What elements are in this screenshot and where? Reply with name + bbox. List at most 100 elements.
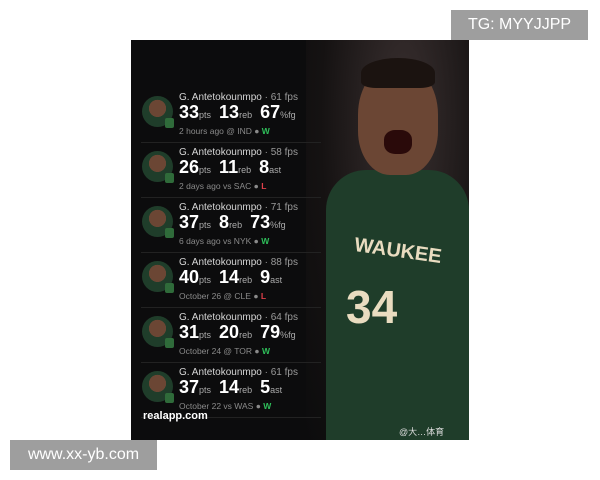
stat-2: 13 xyxy=(219,102,240,122)
stat-3: 5 xyxy=(260,377,271,397)
player-name: G. Antetokounmpo · 88 fps xyxy=(179,257,298,268)
name: G. Antetokounmpo xyxy=(179,202,262,213)
result-badge: W xyxy=(261,126,270,136)
game-time: October 26 @ CLE xyxy=(179,291,251,301)
stat-line: 26pts 11reb 8ast xyxy=(179,157,289,178)
stat-3: 67 xyxy=(260,102,281,122)
game-meta: October 22 vs WAS ● W xyxy=(179,401,271,411)
stat-1-label: pts xyxy=(199,110,212,120)
fps: · 64 fps xyxy=(264,312,298,323)
stat-1-label: pts xyxy=(199,330,212,340)
stat-3: 79 xyxy=(260,322,281,342)
fps: · 61 fps xyxy=(264,367,298,378)
fps: · 88 fps xyxy=(264,257,298,268)
stat-2: 14 xyxy=(219,267,240,287)
team-logo-icon: ● xyxy=(253,181,259,191)
jersey-text: WAUKEE xyxy=(352,234,443,269)
stats-graphic: WAUKEE 34 G. Antetokounmpo · 61 fps 33pt… xyxy=(131,40,469,440)
game-time: October 24 @ TOR xyxy=(179,346,253,356)
stat-3-label: ast xyxy=(270,275,283,285)
stat-3-label: %fg xyxy=(280,110,296,120)
stat-line: 40pts 14reb 9ast xyxy=(179,267,290,288)
game-time: October 22 vs WAS xyxy=(179,401,254,411)
stat-line: 31pts 20reb 79%fg xyxy=(179,322,304,343)
game-time: 2 hours ago @ IND xyxy=(179,126,252,136)
stat-3: 73 xyxy=(250,212,271,232)
fps: · 58 fps xyxy=(264,147,298,158)
stat-2-label: reb xyxy=(239,385,253,395)
result-badge: W xyxy=(261,236,270,246)
team-logo-icon: ● xyxy=(253,236,259,246)
stat-2-label: reb xyxy=(239,330,253,340)
game-card: G. Antetokounmpo · 88 fps 40pts 14reb 9ast… xyxy=(141,253,321,308)
website-watermark: www.xx-yb.com xyxy=(10,440,157,470)
stat-2: 11 xyxy=(219,157,239,177)
result-badge: L xyxy=(260,291,267,301)
player-hair xyxy=(361,58,435,88)
result-badge: W xyxy=(261,346,270,356)
game-meta: 2 hours ago @ IND ● W xyxy=(179,126,270,136)
stat-1-label: pts xyxy=(199,220,212,230)
telegram-watermark: TG: MYYJJPP xyxy=(451,10,588,40)
stat-line: 37pts 14reb 5ast xyxy=(179,377,290,398)
stat-1: 26 xyxy=(179,157,200,177)
stat-1: 37 xyxy=(179,377,200,397)
stat-3-label: ast xyxy=(270,385,283,395)
team-logo-icon: ● xyxy=(253,291,259,301)
stat-3: 9 xyxy=(260,267,271,287)
stat-2-label: reb xyxy=(229,220,243,230)
name: G. Antetokounmpo xyxy=(179,257,262,268)
stat-2-label: reb xyxy=(239,275,253,285)
stat-2-label: reb xyxy=(238,165,252,175)
name: G. Antetokounmpo xyxy=(179,367,262,378)
game-card: G. Antetokounmpo · 58 fps 26pts 11reb 8ast… xyxy=(141,143,321,198)
game-card: G. Antetokounmpo · 61 fps 33pts 13reb 67%f… xyxy=(141,88,321,143)
game-meta: October 26 @ CLE ● L xyxy=(179,291,266,301)
fps: · 71 fps xyxy=(264,202,298,213)
stat-2: 20 xyxy=(219,322,240,342)
result-badge: W xyxy=(263,401,272,411)
jersey: WAUKEE 34 xyxy=(326,170,469,440)
fps: · 61 fps xyxy=(264,92,298,103)
stat-1: 40 xyxy=(179,267,200,287)
stat-1: 37 xyxy=(179,212,200,232)
game-meta: 2 days ago vs SAC ● L xyxy=(179,181,266,191)
stat-line: 33pts 13reb 67%fg xyxy=(179,102,304,123)
player-name: G. Antetokounmpo · 61 fps xyxy=(179,92,298,103)
player-name: G. Antetokounmpo · 58 fps xyxy=(179,147,298,158)
game-card: G. Antetokounmpo · 71 fps 37pts 8reb 73%fg… xyxy=(141,198,321,253)
stat-line: 37pts 8reb 73%fg xyxy=(179,212,294,233)
game-meta: October 24 @ TOR ● W xyxy=(179,346,270,356)
stat-2: 14 xyxy=(219,377,240,397)
bucks-logo-icon xyxy=(165,338,174,348)
player-name: G. Antetokounmpo · 61 fps xyxy=(179,367,298,378)
stat-3: 8 xyxy=(259,157,270,177)
jersey-number: 34 xyxy=(346,281,398,333)
team-logo-icon: ● xyxy=(255,401,261,411)
bucks-logo-icon xyxy=(165,393,174,403)
game-card: G. Antetokounmpo · 61 fps 37pts 14reb 5ast… xyxy=(141,363,321,418)
player-name: G. Antetokounmpo · 71 fps xyxy=(179,202,298,213)
stat-1-label: pts xyxy=(199,385,212,395)
result-badge: L xyxy=(261,181,267,191)
stat-1: 31 xyxy=(179,322,200,342)
bucks-logo-icon xyxy=(165,173,174,183)
stat-1: 33 xyxy=(179,102,200,122)
player-photo: WAUKEE 34 xyxy=(306,40,469,440)
stat-1-label: pts xyxy=(199,165,212,175)
site-label: realapp.com xyxy=(143,410,208,422)
team-logo-icon: ● xyxy=(254,346,260,356)
game-meta: 6 days ago vs NYK ● W xyxy=(179,236,269,246)
player-name: G. Antetokounmpo · 64 fps xyxy=(179,312,298,323)
bucks-logo-icon xyxy=(165,118,174,128)
player-mouth xyxy=(384,130,412,154)
stat-2: 8 xyxy=(219,212,230,232)
name: G. Antetokounmpo xyxy=(179,147,262,158)
stat-1-label: pts xyxy=(199,275,212,285)
game-time: 2 days ago vs SAC xyxy=(179,181,252,191)
name: G. Antetokounmpo xyxy=(179,312,262,323)
name: G. Antetokounmpo xyxy=(179,92,262,103)
stat-3-label: ast xyxy=(269,165,282,175)
bucks-logo-icon xyxy=(165,283,174,293)
bucks-logo-icon xyxy=(165,228,174,238)
